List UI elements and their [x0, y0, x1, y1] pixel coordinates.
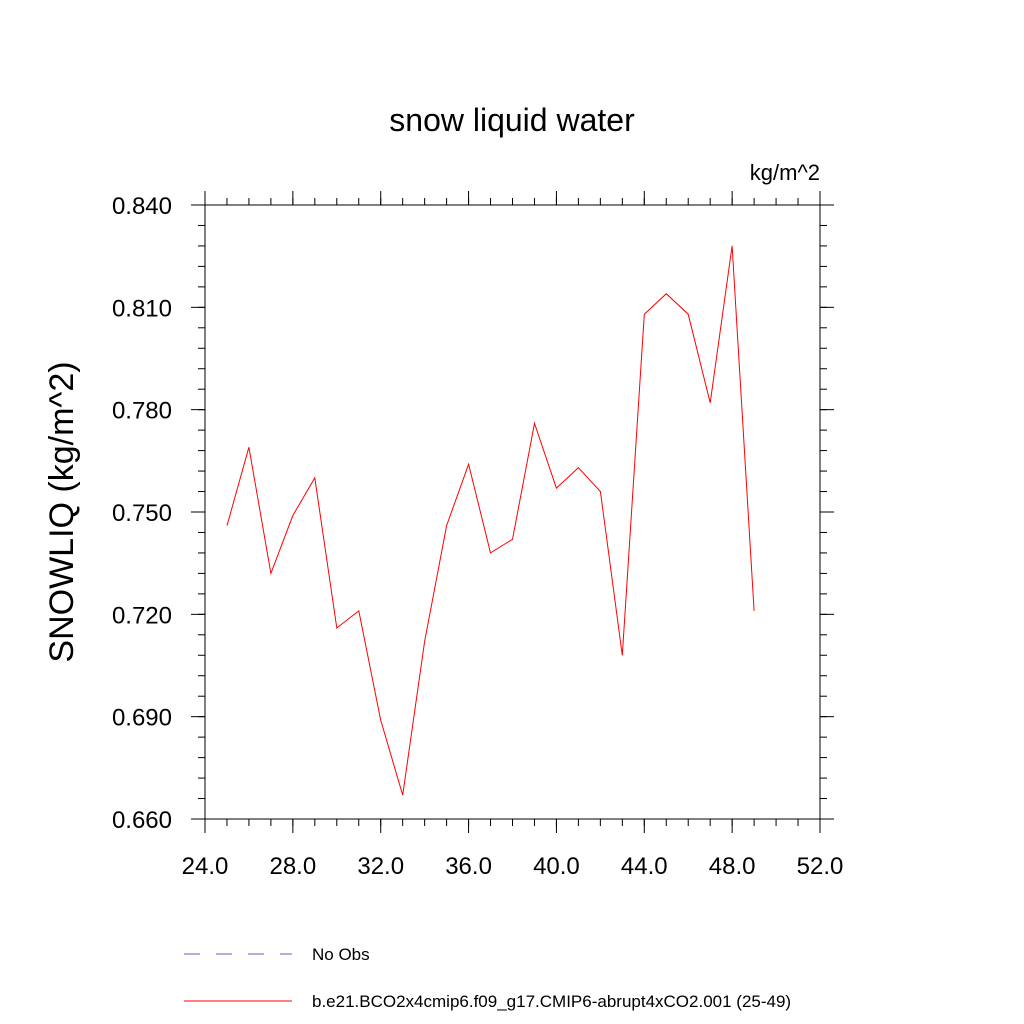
data-point	[533, 422, 535, 424]
data-point	[643, 313, 645, 315]
axes: 24.0 28.0 32.0 36.0 40.0 44.0 48.0 52.0 0.660 0.6…	[112, 191, 843, 880]
data-point	[709, 402, 711, 404]
series-layer	[226, 245, 755, 796]
plot-frame	[204, 204, 821, 820]
units-label: kg/m^2	[750, 160, 820, 185]
data-point	[665, 292, 667, 294]
data-point	[292, 514, 294, 516]
legend-label: No Obs	[312, 945, 370, 964]
data-point	[423, 640, 425, 642]
data-point	[358, 610, 360, 612]
data-point	[270, 572, 272, 574]
y-tick-label: 0.750	[112, 500, 172, 527]
legend: No Obs b.e21.BCO2x4cmip6.f09_g17.CMIP6-ab…	[184, 945, 791, 1011]
x-tick-label: 28.0	[269, 853, 316, 880]
y-tick-label: 0.690	[112, 705, 172, 732]
series-line	[226, 245, 755, 796]
data-point	[226, 524, 228, 526]
data-point	[401, 794, 403, 796]
chart-title: snow liquid water	[389, 102, 635, 138]
x-tick-label: 44.0	[621, 853, 668, 880]
data-point	[731, 245, 733, 247]
data-point	[445, 524, 447, 526]
data-point	[753, 610, 755, 612]
y-tick-label: 0.780	[112, 398, 172, 425]
data-point	[687, 313, 689, 315]
x-tick-label: 36.0	[445, 853, 492, 880]
data-point	[380, 719, 382, 721]
x-tick-label: 40.0	[533, 853, 580, 880]
data-point	[248, 446, 250, 448]
y-tick-label: 0.840	[112, 193, 172, 220]
y-tick-label: 0.660	[112, 807, 172, 834]
y-tick-label: 0.720	[112, 602, 172, 629]
x-tick-label: 52.0	[797, 853, 844, 880]
data-point	[489, 552, 491, 554]
y-tick-label: 0.810	[112, 295, 172, 322]
data-point	[314, 477, 316, 479]
y-axis-label: SNOWLIQ (kg/m^2)	[43, 361, 81, 662]
x-tick-label: 24.0	[182, 853, 229, 880]
data-point	[336, 627, 338, 629]
data-point	[511, 538, 513, 540]
data-point	[621, 654, 623, 656]
x-tick-label: 48.0	[709, 853, 756, 880]
data-point	[577, 466, 579, 468]
data-point	[467, 463, 469, 465]
data-point	[599, 490, 601, 492]
x-tick-label: 32.0	[357, 853, 404, 880]
data-point	[555, 487, 557, 489]
legend-label: b.e21.BCO2x4cmip6.f09_g17.CMIP6-abrupt4x…	[312, 992, 791, 1011]
